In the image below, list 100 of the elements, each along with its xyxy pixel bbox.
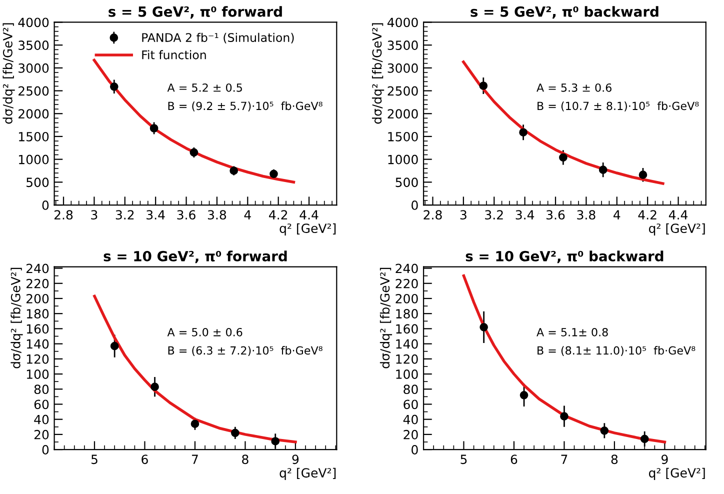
chart-title: s = 10 GeV², π⁰ backward: [466, 250, 664, 264]
y-tick-label: 1000: [19, 154, 49, 164]
y-tick-label: 60: [34, 400, 49, 410]
point: [598, 166, 608, 174]
x-axis-title: q² [GeV²]: [280, 223, 336, 236]
y-tick-label: 100: [26, 369, 49, 379]
y-tick-label: 500: [26, 178, 49, 188]
y-axis-title: dσ/dq² [fb/GeV²]: [2, 23, 15, 124]
point: [480, 323, 488, 332]
y-tick-label: 120: [26, 354, 49, 364]
y-tick-label: 60: [404, 400, 418, 410]
y-tick-label: 1500: [19, 132, 49, 142]
x-axis-title: q² [GeV²]: [648, 468, 705, 480]
point: [640, 434, 649, 444]
y-tick-label: 200: [396, 294, 418, 304]
point: [230, 166, 238, 175]
y-tick-label: 0: [42, 200, 49, 210]
legend-label: PANDA 2 fb⁻¹ (Simulation): [142, 32, 294, 44]
x-axis-title: q² [GeV²]: [648, 223, 705, 236]
x-tick-label: 3.4: [516, 210, 534, 220]
x-tick-label: 2.8: [54, 210, 73, 220]
annotation: A = 5.2 ± 0.5: [167, 83, 242, 92]
x-tick-label: 6: [142, 454, 148, 464]
y-tick-label: 2000: [18, 109, 49, 119]
x-tick-label: 8: [611, 454, 618, 464]
y-tick-label: 1500: [388, 132, 418, 142]
x-tick-label: 3.8: [208, 210, 226, 220]
x-tick-label: 3.6: [177, 210, 196, 220]
x-tick-label: 9: [292, 454, 299, 464]
chart-title: s = 10 GeV², π⁰ forward: [104, 250, 287, 264]
y-tick-label: 3000: [388, 63, 418, 73]
point: [479, 82, 488, 90]
annotation: B = (8.1± 11.0)·10⁵ fb·GeV⁸: [538, 346, 696, 356]
y-tick-label: 20: [34, 430, 49, 440]
y-tick-label: 140: [26, 339, 49, 349]
y-tick-label: 0: [42, 445, 49, 454]
y-tick-label: 180: [396, 309, 418, 319]
x-tick-label: 7: [192, 454, 198, 464]
y-tick-label: 500: [396, 178, 418, 188]
x-tick-label: 4: [244, 210, 251, 220]
x-tick-label: 4.2: [638, 210, 656, 220]
x-tick-label: 4.4: [668, 210, 688, 220]
point: [190, 420, 200, 428]
point: [150, 382, 159, 392]
point: [560, 412, 568, 420]
y-tick-label: 40: [403, 414, 418, 424]
annotation: B = (6.3 ± 7.2)·10⁵ fb·GeV⁸: [168, 346, 322, 356]
y-tick-label: 0: [412, 200, 418, 210]
y-tick-label: 120: [396, 354, 418, 364]
x-tick-label: 4.2: [269, 210, 288, 220]
x-tick-label: 3.2: [116, 210, 134, 220]
annotation: A = 5.3 ± 0.6: [536, 83, 612, 92]
x-tick-label: 3.2: [485, 210, 503, 220]
y-axis-title: dσ/dq² [fb/GeV²]: [10, 268, 23, 368]
x-tick-label: 4.4: [300, 210, 318, 220]
x-tick-label: 2.8: [424, 210, 442, 220]
y-tick-label: 40: [34, 414, 49, 424]
point: [190, 148, 198, 157]
x-axis-title: q² [GeV²]: [280, 468, 336, 480]
y-tick-label: 80: [404, 384, 418, 394]
y-tick-label: 3500: [18, 40, 49, 50]
y-tick-label: 2500: [388, 86, 418, 96]
x-tick-label: 3: [91, 210, 98, 220]
annotation: A = 5.0 ± 0.6: [167, 328, 242, 336]
y-tick-label: 140: [396, 339, 418, 349]
x-tick-label: 5: [91, 454, 98, 464]
annotation: B = (9.2 ± 5.7)·10⁵ fb·GeV⁸: [168, 102, 322, 112]
point: [638, 170, 648, 180]
point: [519, 128, 528, 137]
y-axis-title: dσ/dq² [fb/GeV²]: [380, 268, 392, 368]
y-tick-label: 80: [34, 384, 49, 394]
y-tick-label: 3000: [18, 63, 49, 73]
x-tick-label: 3.8: [577, 210, 596, 220]
x-tick-label: 9: [662, 454, 668, 464]
x-tick-label: 3: [460, 210, 466, 220]
chart-title: s = 5 GeV², π⁰ forward: [108, 6, 282, 19]
y-axis-title: dσ/dq² [fb/GeV²]: [372, 23, 384, 124]
x-tick-label: 7: [561, 454, 568, 464]
x-tick-label: 5: [460, 454, 467, 464]
point: [559, 153, 568, 162]
point: [150, 124, 158, 132]
legend-label: Fit function: [142, 50, 206, 60]
y-tick-label: 0: [412, 445, 418, 454]
x-tick-label: 4: [614, 210, 620, 220]
point: [520, 390, 528, 400]
y-tick-label: 2500: [18, 86, 49, 96]
y-tick-label: 100: [396, 369, 418, 379]
x-tick-label: 6: [510, 454, 518, 464]
y-tick-label: 220: [396, 278, 418, 288]
y-tick-label: 160: [396, 324, 418, 334]
y-tick-label: 2000: [388, 109, 418, 119]
x-tick-label: 8: [242, 454, 248, 464]
point: [110, 82, 118, 91]
y-tick-label: 240: [396, 264, 418, 274]
y-tick-label: 200: [26, 294, 49, 304]
point: [110, 342, 119, 350]
point: [270, 170, 278, 178]
x-tick-label: 3.4: [146, 210, 165, 220]
y-tick-label: 4000: [387, 18, 418, 28]
x-tick-label: 3.6: [546, 210, 565, 220]
